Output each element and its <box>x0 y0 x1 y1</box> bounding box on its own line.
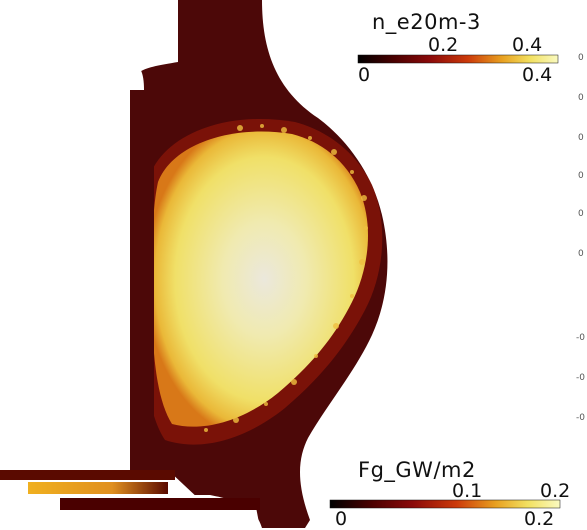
inner-wall <box>130 90 154 470</box>
flux-colorbar <box>329 499 561 509</box>
edge-tick-8: -0 <box>576 373 585 383</box>
divertor-plate <box>0 470 175 480</box>
density-tick-top-2: 0.4 <box>512 34 543 56</box>
flux-colorbar-title: Fg_GW/m2 <box>358 458 476 482</box>
flux-tick-top-1: 0.1 <box>452 480 483 502</box>
edge-tick-2: 0 <box>578 93 584 103</box>
edge-tick-5: 0 <box>578 209 584 219</box>
edge-tick-3: 0 <box>578 133 584 143</box>
flux-tick-bottom-0: 0 <box>335 508 348 530</box>
plasma-core <box>152 131 368 427</box>
edge-turbulence <box>204 124 368 432</box>
density-tick-top-1: 0.2 <box>428 34 459 56</box>
edge-tick-1: 0 <box>578 53 584 63</box>
density-colorbar <box>357 54 559 64</box>
density-tick-bottom-1: 0.4 <box>522 64 553 86</box>
inner-wall-cutout <box>0 62 144 470</box>
density-tick-bottom-0: 0 <box>358 64 371 86</box>
edge-tick-6: 0 <box>578 249 584 259</box>
edge-tick-7: -0 <box>576 333 585 343</box>
divertor-stripe <box>28 482 168 494</box>
edge-tick-4: 0 <box>578 171 584 181</box>
edge-tick-9: -0 <box>576 413 585 423</box>
flux-tick-bottom-1: 0.2 <box>524 508 555 530</box>
upper-cutout <box>0 0 178 62</box>
divertor-plate-lower <box>60 498 260 510</box>
flux-tick-top-2: 0.2 <box>540 480 571 502</box>
density-colorbar-title: n_e20m-3 <box>372 10 481 34</box>
